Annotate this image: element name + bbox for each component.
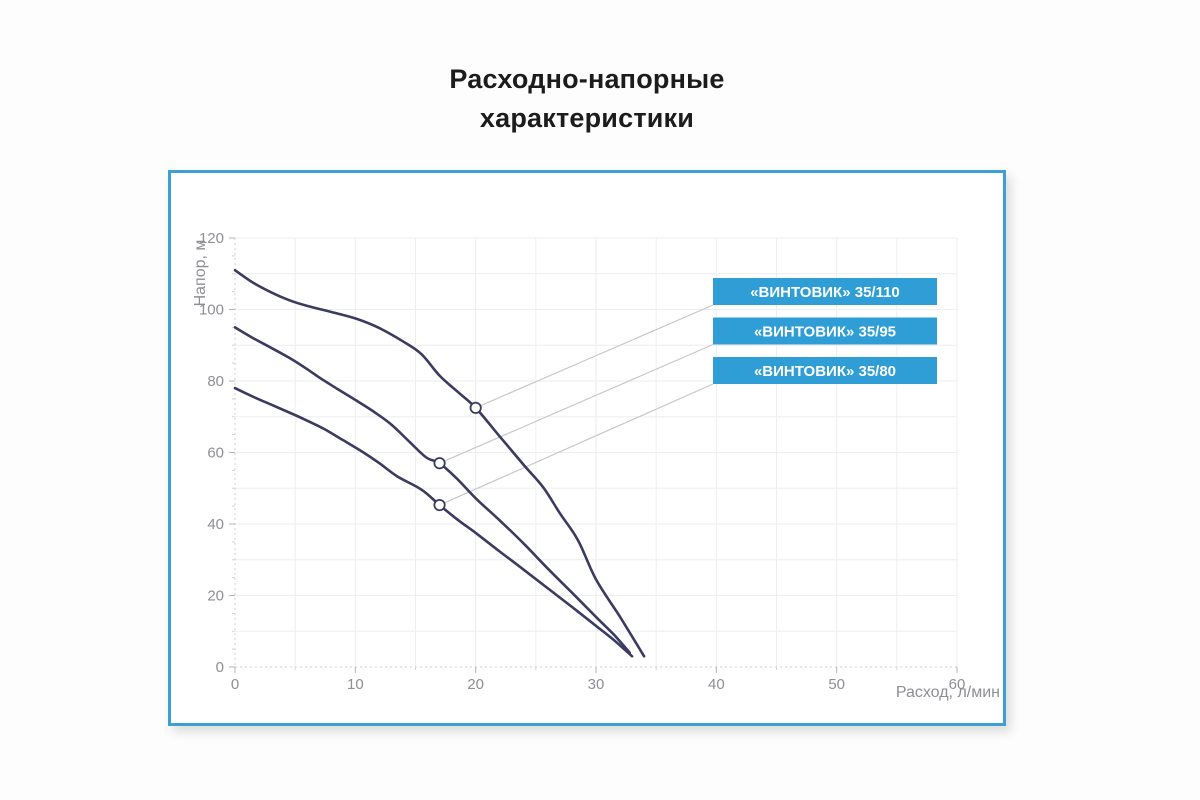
legend-connector-line (439, 383, 714, 506)
legend-label: «ВИНТОВИК» 35/95 (754, 324, 896, 341)
chart-title: Расходно-напорные характеристики (168, 60, 1006, 138)
legend-connector-line (439, 343, 714, 464)
y-tick-label: 20 (207, 588, 224, 605)
series-marker-point (433, 457, 446, 470)
x-tick-label: 60 (949, 676, 966, 693)
series-marker-point (469, 401, 482, 414)
legend-label: «ВИНТОВИК» 35/80 (754, 363, 896, 380)
x-tick-label: 30 (588, 676, 605, 693)
y-tick-label: 80 (207, 373, 224, 390)
x-axis-label: Расход, л/мин (896, 684, 1000, 701)
legend-box (713, 317, 937, 345)
legend-box (713, 357, 937, 384)
legend-label: «ВИНТОВИК» 35/110 (750, 284, 900, 301)
series-marker-point (433, 498, 446, 512)
chart-title-line1: Расходно-напорные (449, 64, 725, 94)
y-tick-label: 40 (207, 516, 224, 533)
series-curve (233, 268, 646, 658)
y-tick-label: 100 (199, 302, 224, 319)
y-axis-label: Напор, м (192, 240, 209, 307)
y-tick-label: 60 (207, 445, 224, 462)
series-curve (233, 386, 634, 658)
series-curve (233, 326, 631, 654)
chart-card: 0 20 40 60 80 100 120 0 10 20 30 40 50 60 Расход, л/ми… (168, 170, 1006, 726)
x-tick-label: 10 (347, 676, 364, 693)
y-tick-label: 120 (199, 230, 224, 247)
x-tick-label: 20 (467, 676, 484, 693)
legend-box (713, 278, 937, 305)
x-tick-label: 0 (231, 676, 239, 693)
x-tick-label: 50 (828, 676, 845, 693)
chart-title-line2: характеристики (479, 103, 695, 133)
legend-connector-line (475, 304, 714, 409)
y-tick-label: 0 (216, 659, 224, 676)
x-tick-label: 40 (708, 676, 725, 693)
